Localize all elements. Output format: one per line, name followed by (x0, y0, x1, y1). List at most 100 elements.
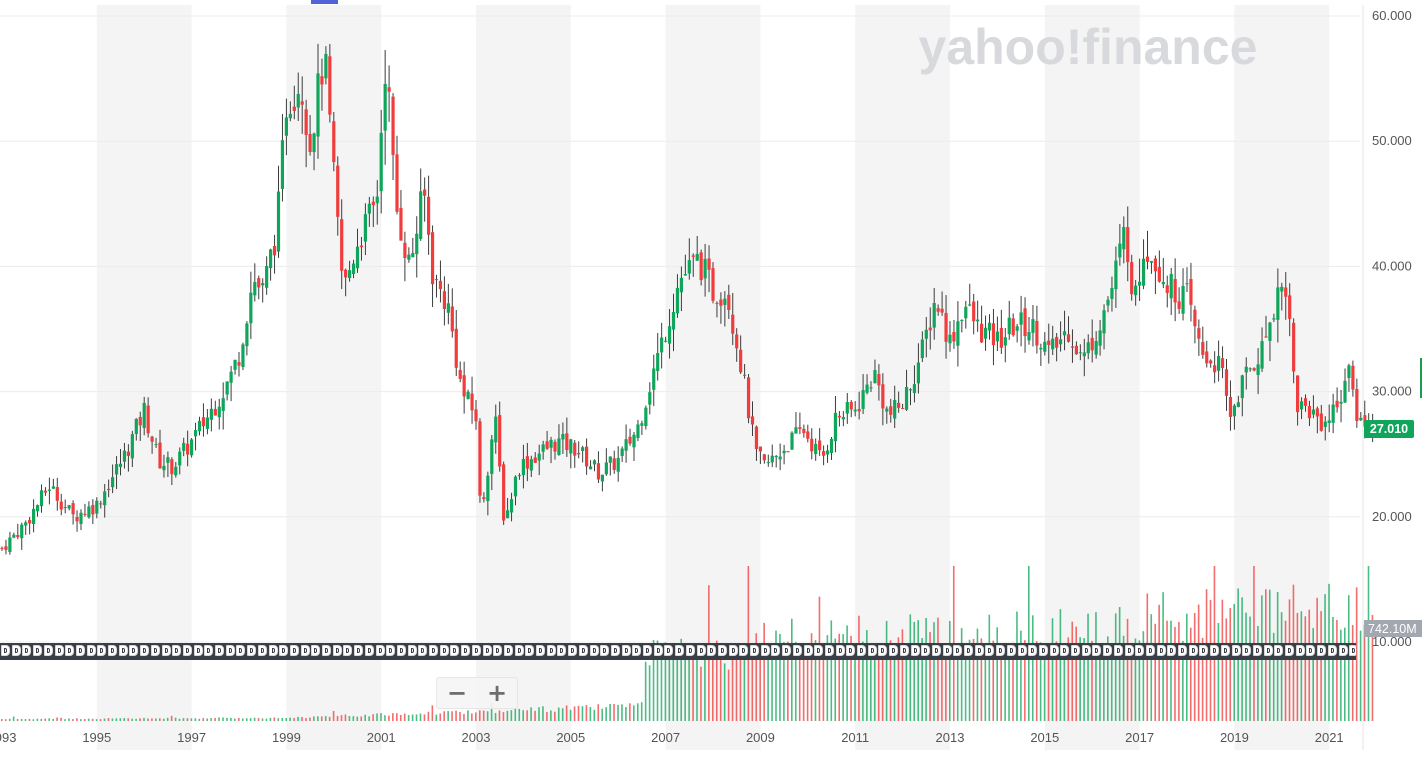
dividend-event-icon[interactable] (1135, 645, 1145, 656)
dividend-event-icon[interactable] (279, 645, 289, 656)
dividend-event-icon[interactable] (97, 645, 107, 656)
dividend-event-icon[interactable] (985, 645, 995, 656)
dividend-event-icon[interactable] (653, 645, 663, 656)
dividend-event-icon[interactable] (225, 645, 235, 656)
dividend-event-icon[interactable] (289, 645, 299, 656)
dividend-event-icon[interactable] (557, 645, 567, 656)
dividend-event-icon[interactable] (471, 645, 481, 656)
dividend-event-icon[interactable] (803, 645, 813, 656)
dividend-event-icon[interactable] (407, 645, 417, 656)
dividend-event-icon[interactable] (150, 645, 160, 656)
dividend-event-icon[interactable] (536, 645, 545, 656)
dividend-event-icon[interactable] (696, 645, 706, 656)
dividend-event-icon[interactable] (1145, 645, 1155, 656)
dividend-event-icon[interactable] (942, 645, 952, 656)
dividend-event-icon[interactable] (867, 645, 877, 656)
dividend-event-icon[interactable] (11, 645, 21, 656)
dividend-event-icon[interactable] (1317, 645, 1327, 656)
dividend-event-icon[interactable] (953, 645, 963, 656)
dividend-event-icon[interactable] (418, 645, 428, 656)
dividend-event-icon[interactable] (193, 645, 203, 656)
dividend-event-icon[interactable] (610, 645, 620, 656)
dividend-event-icon[interactable] (1285, 645, 1294, 656)
dividend-event-icon[interactable] (771, 645, 781, 656)
dividend-event-icon[interactable] (1338, 645, 1348, 656)
dividend-event-icon[interactable] (835, 645, 845, 656)
dividend-event-icon[interactable] (161, 645, 171, 656)
dividend-event-icon[interactable] (204, 645, 214, 656)
dividend-event-icon[interactable] (1220, 645, 1230, 656)
dividend-event-icon[interactable] (525, 645, 535, 656)
dividend-event-icon[interactable] (364, 645, 374, 656)
dividend-event-icon[interactable] (568, 645, 578, 656)
dividend-event-icon[interactable] (386, 645, 396, 656)
dividend-event-icon[interactable] (1327, 645, 1337, 656)
dividend-event-icon[interactable] (643, 645, 652, 656)
dividend-event-icon[interactable] (1349, 645, 1356, 656)
dividend-event-icon[interactable] (493, 645, 503, 656)
dividend-event-icon[interactable] (332, 645, 342, 656)
dividend-event-icon[interactable] (108, 645, 117, 656)
dividend-event-icon[interactable] (621, 645, 631, 656)
dividend-event-icon[interactable] (739, 645, 749, 656)
dividend-event-icon[interactable] (857, 645, 866, 656)
zoom-out-button[interactable]: − (446, 679, 468, 707)
dividend-event-icon[interactable] (482, 645, 492, 656)
dividend-event-icon[interactable] (1092, 645, 1102, 656)
dividend-event-icon[interactable] (33, 645, 43, 656)
dividend-event-icon[interactable] (118, 645, 128, 656)
dividend-event-icon[interactable] (578, 645, 588, 656)
dividend-event-icon[interactable] (1081, 645, 1091, 656)
dividend-event-icon[interactable] (300, 645, 310, 656)
dividend-event-icon[interactable] (1199, 645, 1209, 656)
dividend-event-icon[interactable] (1263, 645, 1273, 656)
dividend-event-icon[interactable] (707, 645, 717, 656)
dividend-event-icon[interactable] (140, 645, 150, 656)
dividend-event-icon[interactable] (514, 645, 524, 656)
dividend-event-icon[interactable] (54, 645, 64, 656)
dividend-event-icon[interactable] (1071, 645, 1080, 656)
dividend-event-icon[interactable] (75, 645, 85, 656)
dividend-event-icon[interactable] (760, 645, 770, 656)
dividend-event-icon[interactable] (750, 645, 759, 656)
dividend-event-icon[interactable] (1017, 645, 1027, 656)
dividend-event-icon[interactable] (503, 645, 513, 656)
dividend-event-icon[interactable] (1231, 645, 1241, 656)
dividend-event-icon[interactable] (1295, 645, 1305, 656)
dividend-event-icon[interactable] (1210, 645, 1220, 656)
dividend-event-icon[interactable] (728, 645, 738, 656)
dividend-event-icon[interactable] (1306, 645, 1316, 656)
dividend-event-icon[interactable] (182, 645, 192, 656)
dividend-event-icon[interactable] (1188, 645, 1198, 656)
dividend-event-icon[interactable] (1242, 645, 1252, 656)
dividend-event-icon[interactable] (65, 645, 75, 656)
dividend-event-icon[interactable] (664, 645, 674, 656)
dividend-event-icon[interactable] (1038, 645, 1048, 656)
dividend-event-icon[interactable] (1028, 645, 1038, 656)
zoom-in-button[interactable]: + (486, 679, 508, 707)
dividend-event-icon[interactable] (43, 645, 53, 656)
dividend-event-icon[interactable] (1, 645, 10, 656)
dividend-event-icon[interactable] (814, 645, 824, 656)
dividend-event-icon[interactable] (1274, 645, 1284, 656)
dividend-event-icon[interactable] (600, 645, 610, 656)
dividend-event-icon[interactable] (322, 645, 331, 656)
dividend-event-icon[interactable] (1124, 645, 1134, 656)
dividend-event-icon[interactable] (878, 645, 888, 656)
dividend-event-icon[interactable] (22, 645, 32, 656)
dividend-event-icon[interactable] (311, 645, 321, 656)
dividend-event-icon[interactable] (172, 645, 182, 656)
dividend-event-icon[interactable] (964, 645, 973, 656)
dividend-event-icon[interactable] (343, 645, 353, 656)
scroll-handle[interactable] (1420, 358, 1422, 398)
dividend-event-icon[interactable] (910, 645, 920, 656)
dividend-event-icon[interactable] (429, 645, 438, 656)
dividend-event-icon[interactable] (685, 645, 695, 656)
dividend-event-icon[interactable] (792, 645, 802, 656)
dividend-event-icon[interactable] (974, 645, 984, 656)
dividend-event-icon[interactable] (215, 645, 224, 656)
dividend-event-icon[interactable] (1060, 645, 1070, 656)
dividend-event-icon[interactable] (257, 645, 267, 656)
dividend-event-icon[interactable] (782, 645, 792, 656)
dividend-event-icon[interactable] (247, 645, 257, 656)
